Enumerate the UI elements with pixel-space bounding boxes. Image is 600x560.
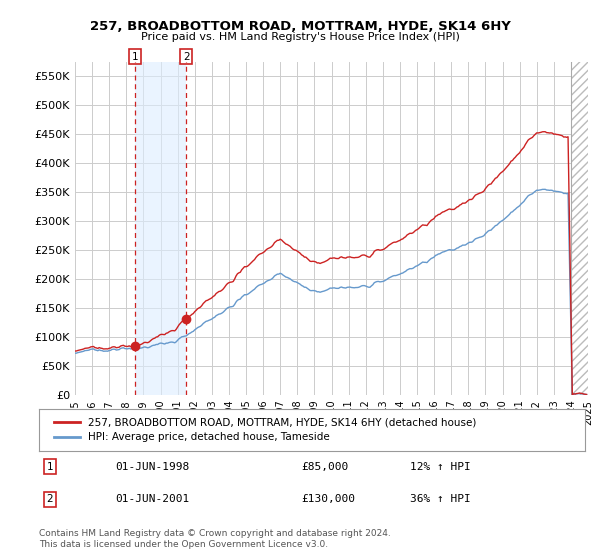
Text: 2: 2 xyxy=(47,494,53,505)
Text: Contains HM Land Registry data © Crown copyright and database right 2024.
This d: Contains HM Land Registry data © Crown c… xyxy=(39,529,391,549)
Text: 2: 2 xyxy=(183,52,190,62)
Text: 36% ↑ HPI: 36% ↑ HPI xyxy=(410,494,471,505)
Text: 1: 1 xyxy=(131,52,138,62)
Text: 12% ↑ HPI: 12% ↑ HPI xyxy=(410,461,471,472)
Bar xyxy=(135,62,186,395)
Text: £130,000: £130,000 xyxy=(301,494,355,505)
Bar xyxy=(571,62,588,395)
Text: 1: 1 xyxy=(47,461,53,472)
Text: £85,000: £85,000 xyxy=(301,461,349,472)
Text: Price paid vs. HM Land Registry's House Price Index (HPI): Price paid vs. HM Land Registry's House … xyxy=(140,32,460,43)
Text: 01-JUN-1998: 01-JUN-1998 xyxy=(115,461,190,472)
Text: 257, BROADBOTTOM ROAD, MOTTRAM, HYDE, SK14 6HY: 257, BROADBOTTOM ROAD, MOTTRAM, HYDE, SK… xyxy=(89,20,511,32)
Bar xyxy=(571,62,588,395)
Text: 01-JUN-2001: 01-JUN-2001 xyxy=(115,494,190,505)
Legend: 257, BROADBOTTOM ROAD, MOTTRAM, HYDE, SK14 6HY (detached house), HPI: Average pr: 257, BROADBOTTOM ROAD, MOTTRAM, HYDE, SK… xyxy=(50,413,481,446)
